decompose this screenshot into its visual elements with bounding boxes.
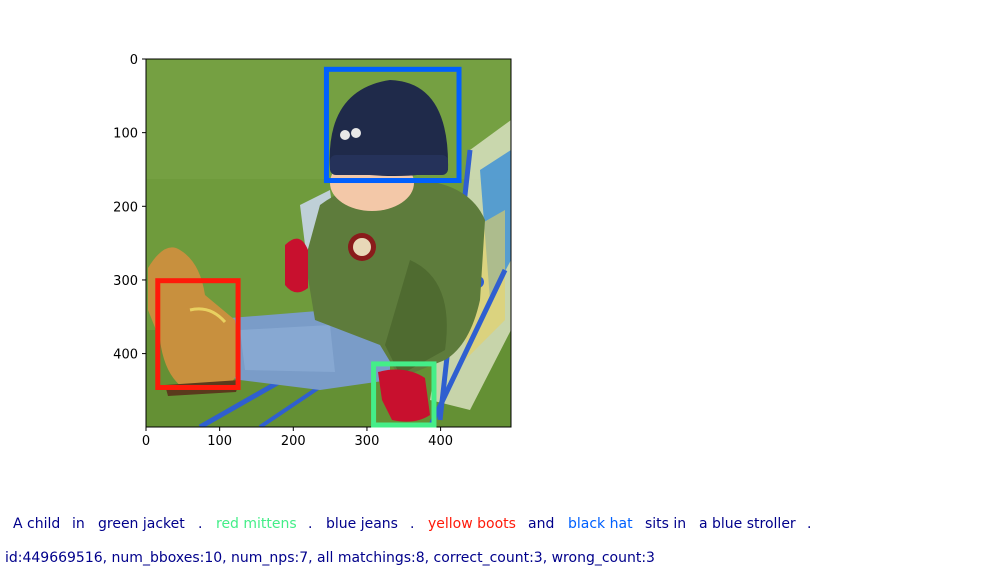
boot [148,247,240,392]
caption-phrase: sits in [645,516,687,532]
caption-phrase: black hat [568,516,633,532]
y-tick-label: 100 [113,127,138,142]
bbox-black-hat [323,66,462,184]
image-frame [145,58,512,428]
caption-phrase: red mittens [216,516,297,532]
bounding-boxes [155,66,462,428]
caption-phrase: yellow boots [428,516,516,532]
caption-phrase: A child [13,516,61,532]
y-tick-label: 400 [113,348,138,363]
caption-phrase: and [528,516,555,532]
y-tick-label: 300 [113,274,138,289]
caption-phrase: . [410,516,415,532]
bbox-yellow-boots [155,278,241,390]
x-tick-label: 200 [281,434,306,449]
caption-phrase: . [198,516,203,532]
axis-ticks: 0 100 200 300 400 0 100 200 300 400 [113,53,453,449]
caption-phrase: a blue stroller [699,516,796,532]
caption-phrase: . [308,516,313,532]
left-mitten [285,238,308,293]
x-tick-label: 400 [428,434,453,449]
y-tick-label: 0 [130,53,138,68]
caption-phrase: green jacket [98,516,185,532]
caption-phrase: in [72,516,85,532]
y-tick-label: 200 [113,200,138,215]
caption-phrase: . [807,516,812,532]
caption-phrase: blue jeans [326,516,398,532]
hat [329,80,449,176]
right-mitten [378,369,430,422]
x-tick-label: 100 [207,434,232,449]
x-tick-label: 0 [142,434,150,449]
bbox-red-mittens [371,361,437,428]
stats-line: id:449669516, num_bboxes:10, num_nps:7, … [5,550,655,566]
x-tick-label: 300 [355,434,380,449]
caption: A child in green jacket. red mittens. blue j… [0,516,1000,536]
